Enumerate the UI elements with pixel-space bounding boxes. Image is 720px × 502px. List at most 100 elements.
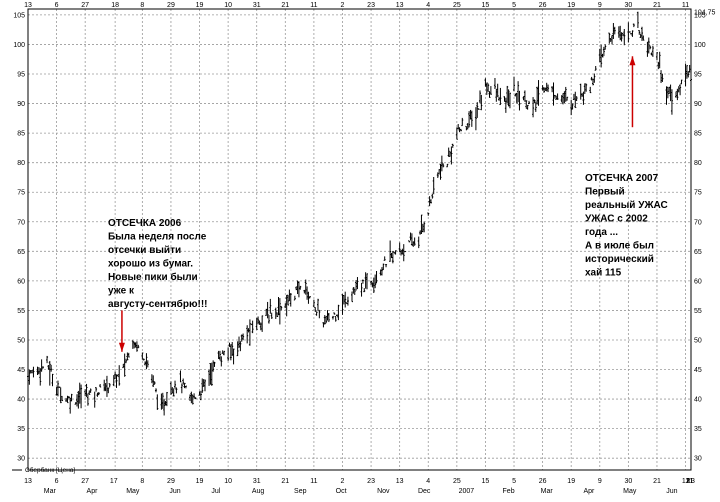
- x-tick-label-top: 6: [55, 2, 59, 9]
- annotation-2006-line: августу-сентябрю!!!: [108, 298, 208, 310]
- x-tick-label-top: 26: [539, 2, 547, 9]
- y-tick-label-left: 45: [17, 367, 25, 374]
- x-tick-label-top: 9: [598, 2, 602, 9]
- x-tick-label-bottom: 15: [482, 478, 490, 485]
- x-month-label: May: [126, 488, 140, 495]
- x-month-label: Jul: [211, 488, 220, 495]
- y-tick-label-right: 80: [694, 160, 702, 167]
- x-tick-label-bottom: 13: [687, 478, 695, 485]
- x-month-label: Jun: [169, 488, 180, 495]
- annotation-2007-line: реальный УЖАС: [585, 200, 668, 211]
- x-tick-label-top: 30: [624, 2, 632, 9]
- x-month-label: 2007: [459, 488, 475, 495]
- y-tick-label-left: 50: [17, 337, 25, 344]
- annotation-arrows: [118, 56, 636, 352]
- x-tick-label-top: 13: [24, 2, 32, 9]
- x-tick-label-bottom: 10: [224, 478, 232, 485]
- x-tick-label-top: 29: [167, 2, 175, 9]
- x-month-label: Apr: [87, 488, 99, 495]
- x-month-label: Apr: [583, 488, 595, 495]
- annotation-2007-line: Первый: [585, 187, 625, 198]
- annotation-2006-line: ОТСЕЧКА 2006: [108, 218, 182, 229]
- x-tick-label-bottom: 2: [341, 478, 345, 485]
- x-tick-label-top: 15: [482, 2, 490, 9]
- annotation-2006-line: хорошо из бумаг.: [108, 258, 193, 270]
- y-tick-label-left: 40: [17, 397, 25, 404]
- x-month-label: Nov: [377, 488, 390, 495]
- y-tick-label-right: 30: [694, 456, 702, 463]
- annotation-arrow-head-2007: [629, 56, 636, 66]
- x-tick-label-top: 31: [253, 2, 261, 9]
- y-tick-label-left: 35: [17, 426, 25, 433]
- x-tick-label-bottom: 19: [196, 478, 204, 485]
- x-month-label: Sep: [294, 488, 307, 495]
- annotation-2007-line: исторический: [585, 254, 654, 265]
- x-tick-label-top: 5: [512, 2, 516, 9]
- x-month-label: Aug: [252, 488, 265, 495]
- y-tick-label-left: 75: [17, 190, 25, 197]
- legend-label: Сбербанк [Цена]: [25, 466, 75, 474]
- x-tick-label-top: 4: [426, 2, 430, 9]
- grid-layer: [27, 9, 691, 470]
- y-tick-label-left: 65: [17, 249, 25, 256]
- x-tick-label-top: 2: [341, 2, 345, 9]
- y-tick-label-left: 60: [17, 278, 25, 285]
- annotation-arrow-head-2006: [118, 342, 125, 352]
- y-tick-label-left: 100: [13, 42, 25, 49]
- annotation-2007-line: А в июле был: [585, 240, 654, 252]
- y-tick-label-left: 105: [13, 12, 25, 19]
- x-tick-label-bottom: 6: [55, 478, 59, 485]
- y-tick-label-left: 95: [17, 72, 25, 79]
- plot-frame: [27, 8, 692, 471]
- y-tick-label-right: 60: [694, 278, 702, 285]
- x-tick-label-top: 19: [196, 2, 204, 9]
- y-tick-label-right: 95: [694, 72, 702, 79]
- x-month-label: Dec: [418, 488, 431, 495]
- y-tick-label-left: 80: [17, 160, 25, 167]
- x-tick-label-top: 8: [140, 2, 144, 9]
- x-tick-label-bottom: 26: [539, 478, 547, 485]
- y-tick-label-right: 50: [694, 337, 702, 344]
- annotation-2007-line: хай 115: [585, 268, 622, 279]
- y-tick-label-right: 90: [694, 101, 702, 108]
- y-tick-label-right: 85: [694, 131, 702, 138]
- x-month-label: Jun: [666, 488, 677, 495]
- x-tick-label-bottom: 8: [140, 478, 144, 485]
- y-tick-label-right: 40: [694, 397, 702, 404]
- y-tick-label-right: 105: [694, 12, 706, 19]
- price-bars: [27, 11, 692, 416]
- x-tick-label-top: 18: [111, 2, 119, 9]
- y-tick-label-right: 65: [694, 249, 702, 256]
- annotation-2007-line: года ...: [585, 227, 618, 238]
- y-tick-label-right: 75: [694, 190, 702, 197]
- x-tick-label-top: 19: [567, 2, 575, 9]
- x-tick-label-bottom: 11: [310, 478, 317, 485]
- x-tick-label-bottom: 19: [567, 478, 575, 485]
- annotation-2006-line: Была неделя после: [108, 232, 207, 243]
- y-tick-label-left: 85: [17, 131, 25, 138]
- x-tick-label-bottom: 30: [624, 478, 632, 485]
- x-tick-label-bottom: 25: [453, 478, 461, 485]
- y-tick-label-right: 100: [694, 42, 706, 49]
- x-tick-label-bottom: 21: [281, 478, 289, 485]
- annotation-2006-line: уже к: [108, 286, 135, 297]
- annotation-2007-line: УЖАС с 2002: [585, 214, 648, 225]
- x-tick-label-top: 25: [453, 2, 461, 9]
- y-tick-label-left: 90: [17, 101, 25, 108]
- last-value-label: 104,75: [694, 9, 716, 16]
- y-tick-label-right: 45: [694, 367, 702, 374]
- x-tick-label-bottom: 27: [81, 478, 89, 485]
- annotations: ОТСЕЧКА 2006 Была неделя после отсечки вый…: [108, 173, 668, 310]
- x-tick-label-top: 11: [310, 2, 317, 9]
- x-tick-label-bottom: 31: [253, 478, 261, 485]
- x-tick-label-top: 11: [682, 2, 689, 9]
- x-tick-label-bottom: 9: [598, 478, 602, 485]
- y-tick-label-left: 70: [17, 219, 25, 226]
- x-tick-label-top: 21: [281, 2, 289, 9]
- legend: Сбербанк [Цена]: [12, 466, 75, 474]
- x-tick-label-bottom: 13: [24, 478, 32, 485]
- x-tick-label-bottom: 21: [686, 478, 694, 485]
